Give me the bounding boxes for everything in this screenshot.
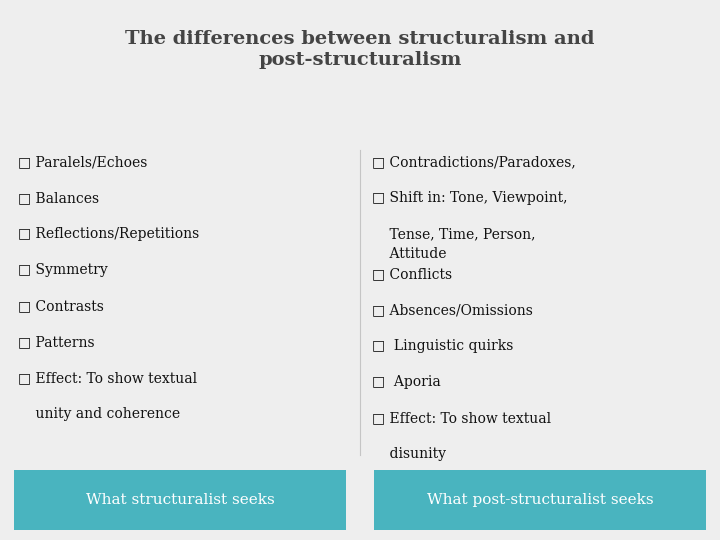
Text: □ Paralels/Echoes: □ Paralels/Echoes xyxy=(18,155,148,169)
Text: □ Contrasts: □ Contrasts xyxy=(18,299,104,313)
Text: □ Effect: To show textual: □ Effect: To show textual xyxy=(372,411,551,425)
Text: □ Reflections/Repetitions: □ Reflections/Repetitions xyxy=(18,227,199,241)
Text: □  Aporia: □ Aporia xyxy=(372,375,441,389)
Text: □ Absences/Omissions: □ Absences/Omissions xyxy=(372,303,533,317)
Text: □ Patterns: □ Patterns xyxy=(18,335,94,349)
Text: □ Symmetry: □ Symmetry xyxy=(18,263,108,277)
Text: unity and coherence: unity and coherence xyxy=(18,407,180,421)
Text: Tense, Time, Person,: Tense, Time, Person, xyxy=(372,227,536,241)
Text: □ Shift in: Tone, Viewpoint,: □ Shift in: Tone, Viewpoint, xyxy=(372,191,567,205)
FancyBboxPatch shape xyxy=(374,470,706,530)
Text: □ Effect: To show textual: □ Effect: To show textual xyxy=(18,371,197,385)
FancyBboxPatch shape xyxy=(14,470,346,530)
Text: Attitude: Attitude xyxy=(372,247,446,261)
Text: □ Balances: □ Balances xyxy=(18,191,99,205)
Text: □ Conflicts: □ Conflicts xyxy=(372,267,452,281)
Text: disunity: disunity xyxy=(372,447,446,461)
Text: □  Linguistic quirks: □ Linguistic quirks xyxy=(372,339,513,353)
Text: What post-structuralist seeks: What post-structuralist seeks xyxy=(427,493,653,507)
Text: □ Contradictions/Paradoxes,: □ Contradictions/Paradoxes, xyxy=(372,155,576,169)
Text: What structuralist seeks: What structuralist seeks xyxy=(86,493,274,507)
Text: The differences between structuralism and
post-structuralism: The differences between structuralism an… xyxy=(125,30,595,69)
